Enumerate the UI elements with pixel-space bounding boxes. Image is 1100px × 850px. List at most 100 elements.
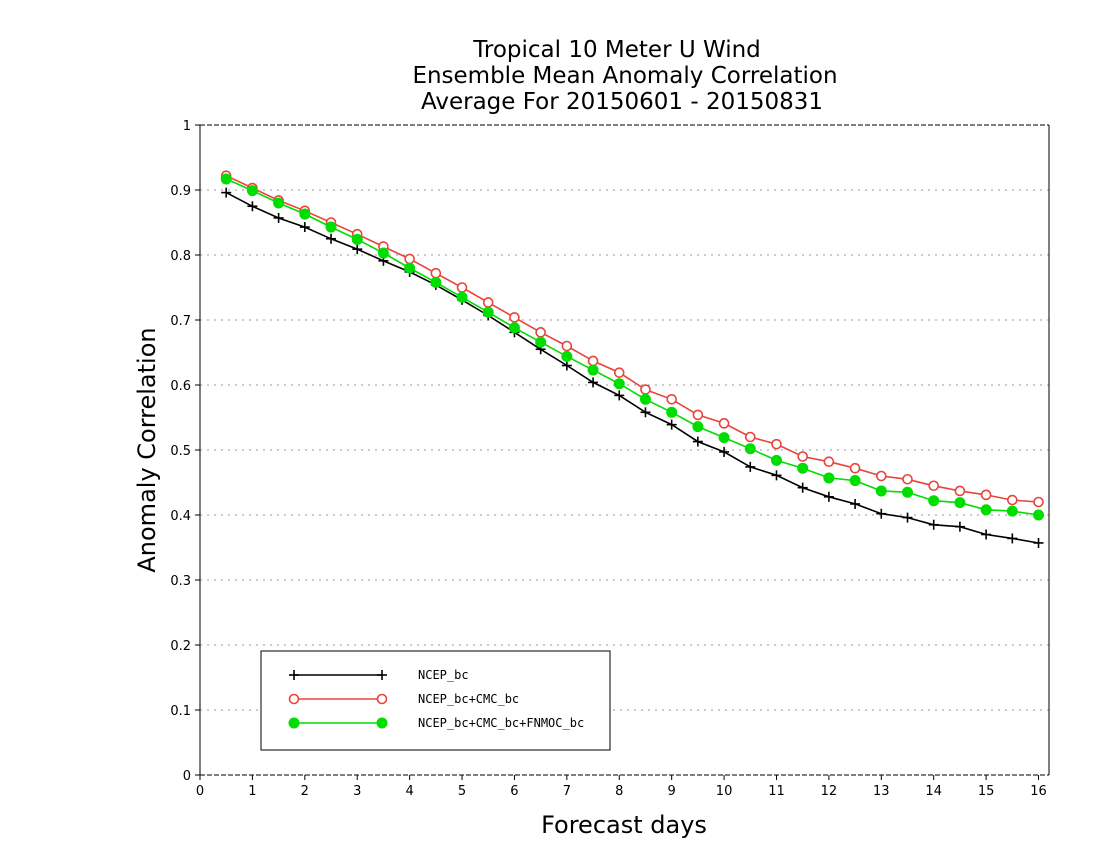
data-point [246,185,258,197]
legend-marker [376,693,388,705]
series-0 [221,187,1044,548]
y-tick-label: 0.4 [170,509,191,524]
gridlines [200,189,1049,711]
data-point [954,485,966,497]
x-tick-label: 6 [510,784,518,799]
x-tick-label: 3 [353,784,361,799]
data-point [849,475,861,487]
data-point [928,480,940,492]
data-point [535,336,547,348]
data-point [1033,537,1044,548]
x-tick-label: 14 [925,784,942,799]
y-tick-label: 0.8 [170,249,191,264]
legend-item-2: NCEP_bc+CMC_bc+FNMOC_bc [288,716,584,730]
x-axis-label: Forecast days [541,811,707,839]
legend-marker [289,670,299,680]
data-point [980,504,992,516]
data-point [875,485,887,497]
data-point [666,393,677,405]
legend-marker [288,693,300,705]
series-1 [220,170,1044,508]
data-point [351,233,363,245]
x-tick-label: 16 [1030,784,1047,799]
data-point [561,340,573,352]
y-tick-label: 0.2 [170,639,191,654]
data-point [325,221,337,233]
data-point [1007,494,1018,506]
data-point [404,262,416,274]
data-point [482,297,494,308]
data-point [561,350,573,362]
data-point [849,462,861,474]
x-tick-label: 9 [668,784,676,799]
data-point [299,222,310,233]
legend-item-1: NCEP_bc+CMC_bc [288,692,519,706]
plot-area [220,170,1045,548]
data-point [613,367,625,378]
data-point [902,473,913,485]
x-tick-label: 2 [301,784,309,799]
y-tick-label: 0.5 [170,444,191,459]
data-point [1033,509,1045,521]
x-tick-label: 8 [615,784,623,799]
data-point [273,197,285,209]
data-point [823,456,835,468]
data-point [797,462,809,474]
x-tick-label: 15 [978,784,995,799]
series-line [225,191,1039,544]
legend-label: NCEP_bc+CMC_bc [418,692,519,706]
x-tick-label: 5 [458,784,466,799]
data-point [299,208,311,220]
data-point [273,212,284,223]
data-point [587,364,599,376]
data-point [692,421,704,433]
data-point [508,322,520,334]
data-point [875,470,887,482]
data-point [430,276,442,288]
data-point [771,470,782,481]
data-point [639,393,651,405]
legend: NCEP_bc NCEP_bc+CMC_bc NCEP_bc+CMC_bc+FNMO… [260,650,611,751]
data-point [1006,505,1018,517]
data-point [692,409,704,421]
legend-marker [288,717,300,729]
legend-box [260,650,611,751]
y-tick-label: 0.6 [170,379,191,394]
data-point [614,390,625,401]
data-point [377,247,389,259]
series-2 [220,173,1045,521]
data-point [980,489,992,501]
data-point [823,491,834,502]
data-point [902,512,913,523]
data-point [954,497,966,509]
data-point [981,529,992,540]
data-point [745,461,756,472]
data-point [221,187,232,198]
data-point [535,327,546,338]
chart-title: Tropical 10 Meter U Wind Ensemble Mean A… [412,37,837,115]
data-point [220,173,232,185]
title-line-2: Ensemble Mean Anomaly Correlation [412,63,837,89]
title-line-1: Tropical 10 Meter U Wind [472,37,761,63]
data-point [1033,496,1044,508]
data-point [640,407,651,418]
data-point [823,472,835,484]
data-point [718,418,730,429]
data-point [719,446,730,457]
data-point [482,306,494,318]
data-point [902,486,913,498]
data-point [797,482,808,493]
data-point [588,377,599,388]
y-tick-label: 0 [183,769,191,784]
legend-marker [377,670,387,680]
y-tick-label: 0.1 [170,704,191,719]
series-line [225,174,1039,503]
data-point [744,443,756,455]
y-tick-label: 1 [183,119,191,134]
data-point [509,312,520,323]
legend-marker [376,717,388,729]
legend-label: NCEP_bc [418,668,469,682]
x-tick-label: 1 [248,784,256,799]
data-point [928,495,940,507]
